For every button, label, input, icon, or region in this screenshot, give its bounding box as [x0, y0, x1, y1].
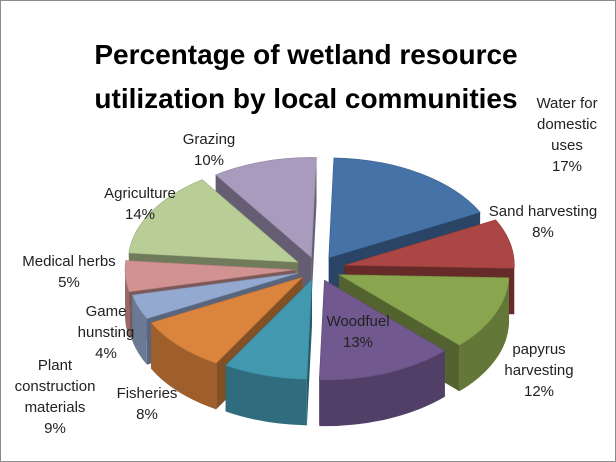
slice-label: Fisheries 8%: [105, 383, 189, 425]
slice-top: [215, 157, 317, 259]
slice-label: Game hunsting 4%: [75, 301, 137, 364]
slice-top: [225, 278, 313, 380]
slice-top: [318, 279, 446, 381]
slice-label-name: papyrus harvesting: [504, 341, 574, 379]
slice-label-value: 5%: [58, 274, 80, 291]
slice-label-value: 14%: [124, 206, 156, 223]
slice-top: [337, 274, 510, 346]
slice-top: [344, 219, 515, 269]
slice-label-value: 10%: [193, 152, 225, 169]
slice-label-name: Woodfuel: [326, 313, 390, 330]
slice-label: Woodfuel 13%: [313, 311, 403, 353]
slice-label-value: 9%: [44, 420, 66, 437]
slice-rim: [225, 365, 307, 426]
slice-label-value: 8%: [136, 406, 158, 423]
slice-label-value: 17%: [551, 158, 583, 175]
slice-label: Agriculture 14%: [91, 183, 189, 225]
pie-slices: [124, 157, 515, 427]
slice-label: Plant construction materials 9%: [7, 355, 103, 439]
slice-label-name: Medical herbs: [22, 253, 116, 270]
slice-label-value: 13%: [342, 334, 374, 351]
slice-label-name: Game hunsting: [77, 303, 135, 341]
slice-label-name: Water for domestic uses: [536, 95, 598, 154]
slice-rim: [151, 322, 217, 410]
slice-label: Grazing 10%: [171, 129, 247, 171]
slice-label-value: 12%: [523, 383, 555, 400]
slice-rim: [125, 269, 130, 338]
slice-rim: [319, 350, 445, 427]
slice-rim: [132, 295, 147, 365]
slice-label: Sand harvesting 8%: [479, 201, 607, 243]
slice-top: [150, 276, 303, 364]
slice-label-name: Fisheries: [116, 385, 178, 402]
slice-label-name: Grazing: [182, 131, 236, 148]
slice-top: [128, 179, 299, 263]
slice-label-name: Plant construction materials: [14, 357, 96, 416]
pie-slice: [225, 278, 313, 426]
slice-top: [124, 260, 296, 293]
slice-label: Medical herbs 5%: [11, 251, 127, 293]
slice-wall: [311, 157, 317, 304]
slice-top: [328, 157, 481, 259]
slice-label-name: Agriculture: [104, 185, 176, 202]
chart-title: Percentage of wetland resource utilizati…: [94, 39, 518, 114]
slice-label: Water for domestic uses 17%: [519, 93, 615, 177]
slice-label-value: 8%: [532, 224, 554, 241]
slice-label-value: 4%: [95, 345, 117, 362]
slice-label-name: Sand harvesting: [488, 203, 598, 220]
slice-rim: [459, 277, 509, 392]
pie-slice: [318, 279, 446, 427]
slice-top: [131, 272, 299, 319]
slice-label: papyrus harvesting 12%: [479, 339, 599, 402]
